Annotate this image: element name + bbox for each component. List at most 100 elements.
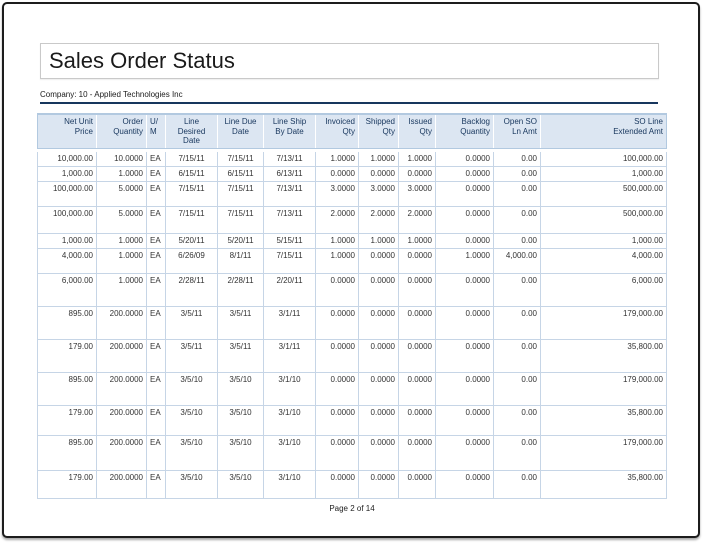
cell-open_so_ln_amt: 0.00 xyxy=(493,273,541,307)
cell-backlog_quantity: 0.0000 xyxy=(435,339,494,373)
cell-invoiced_qty: 0.0000 xyxy=(315,372,359,406)
report-title-box: Sales Order Status xyxy=(40,43,659,79)
cell-net_unit_price: 179.00 xyxy=(37,339,97,373)
page-title: Sales Order Status xyxy=(49,48,235,73)
col-header-issued_qty: Issued Qty xyxy=(398,113,436,149)
cell-invoiced_qty: 1.0000 xyxy=(315,233,359,249)
table-row: 895.00 200.0000 EA 3/5/10 3/5/10 3/1/10 0.0000… xyxy=(37,372,667,406)
page-footer: Page 2 of 14 xyxy=(329,504,375,513)
cell-order_quantity: 200.0000 xyxy=(96,405,147,436)
table-row: 6,000.00 1.0000 EA 2/28/11 2/28/11 2/20/11 0.0… xyxy=(37,273,667,307)
cell-um: EA xyxy=(146,233,166,249)
cell-shipped_qty: 1.0000 xyxy=(358,233,399,249)
table-row: 179.00 200.0000 EA 3/5/10 3/5/10 3/1/10 0.0000… xyxy=(37,470,667,499)
cell-issued_qty: 0.0000 xyxy=(398,273,436,307)
col-header-open_so_ln_amt: Open SO Ln Amt xyxy=(493,113,541,149)
col-header-line_ship_by_date: Line Ship By Date xyxy=(263,113,316,149)
cell-backlog_quantity: 0.0000 xyxy=(435,273,494,307)
cell-issued_qty: 0.0000 xyxy=(398,166,436,182)
company-line: Company: 10 - Applied Technologies Inc xyxy=(40,90,658,104)
cell-line_ship_by_date: 7/15/11 xyxy=(263,248,316,274)
cell-line_due_date: 5/20/11 xyxy=(217,233,264,249)
cell-line_desired_date: 5/20/11 xyxy=(165,233,218,249)
table-row: 10,000.00 10.0000 EA 7/15/11 7/15/11 7/13/11 1… xyxy=(37,151,667,167)
cell-line_desired_date: 6/15/11 xyxy=(165,166,218,182)
cell-issued_qty: 0.0000 xyxy=(398,339,436,373)
cell-open_so_ln_amt: 0.00 xyxy=(493,339,541,373)
col-header-order_quantity: Order Quantity xyxy=(96,113,147,149)
cell-backlog_quantity: 0.0000 xyxy=(435,470,494,499)
cell-net_unit_price: 6,000.00 xyxy=(37,273,97,307)
cell-so_line_extended_amt: 100,000.00 xyxy=(540,151,667,167)
cell-so_line_extended_amt: 1,000.00 xyxy=(540,233,667,249)
cell-net_unit_price: 100,000.00 xyxy=(37,206,97,234)
table-row: 895.00 200.0000 EA 3/5/10 3/5/10 3/1/10 0.0000… xyxy=(37,435,667,471)
col-header-invoiced_qty: Invoiced Qty xyxy=(315,113,359,149)
cell-line_due_date: 3/5/10 xyxy=(217,470,264,499)
cell-um: EA xyxy=(146,206,166,234)
cell-line_due_date: 6/15/11 xyxy=(217,166,264,182)
cell-issued_qty: 3.0000 xyxy=(398,181,436,207)
cell-shipped_qty: 3.0000 xyxy=(358,181,399,207)
cell-invoiced_qty: 3.0000 xyxy=(315,181,359,207)
table-row: 4,000.00 1.0000 EA 6/26/09 8/1/11 7/15/11 1.00… xyxy=(37,248,667,274)
cell-net_unit_price: 179.00 xyxy=(37,405,97,436)
cell-um: EA xyxy=(146,273,166,307)
cell-backlog_quantity: 0.0000 xyxy=(435,306,494,340)
cell-order_quantity: 1.0000 xyxy=(96,233,147,249)
table-row: 179.00 200.0000 EA 3/5/10 3/5/10 3/1/10 0.0000… xyxy=(37,405,667,436)
cell-invoiced_qty: 2.0000 xyxy=(315,206,359,234)
cell-line_desired_date: 7/15/11 xyxy=(165,151,218,167)
cell-line_ship_by_date: 5/15/11 xyxy=(263,233,316,249)
cell-shipped_qty: 0.0000 xyxy=(358,405,399,436)
col-header-um: U/ M xyxy=(146,113,166,149)
cell-so_line_extended_amt: 179,000.00 xyxy=(540,306,667,340)
cell-line_desired_date: 3/5/10 xyxy=(165,470,218,499)
cell-open_so_ln_amt: 0.00 xyxy=(493,405,541,436)
cell-shipped_qty: 0.0000 xyxy=(358,273,399,307)
cell-um: EA xyxy=(146,151,166,167)
cell-invoiced_qty: 1.0000 xyxy=(315,151,359,167)
cell-shipped_qty: 0.0000 xyxy=(358,248,399,274)
cell-issued_qty: 0.0000 xyxy=(398,248,436,274)
cell-so_line_extended_amt: 6,000.00 xyxy=(540,273,667,307)
cell-line_due_date: 7/15/11 xyxy=(217,181,264,207)
cell-invoiced_qty: 1.0000 xyxy=(315,248,359,274)
cell-open_so_ln_amt: 0.00 xyxy=(493,206,541,234)
report-page: Sales Order Status Company: 10 - Applied… xyxy=(2,2,700,538)
cell-issued_qty: 0.0000 xyxy=(398,306,436,340)
cell-backlog_quantity: 0.0000 xyxy=(435,233,494,249)
cell-shipped_qty: 2.0000 xyxy=(358,206,399,234)
table-header: Net Unit Price Order Quantity U/ M Line Des… xyxy=(37,113,667,149)
cell-so_line_extended_amt: 179,000.00 xyxy=(540,435,667,471)
col-header-so_line_extended_amt: SO Line Extended Amt xyxy=(540,113,667,149)
cell-invoiced_qty: 0.0000 xyxy=(315,339,359,373)
cell-invoiced_qty: 0.0000 xyxy=(315,470,359,499)
cell-issued_qty: 1.0000 xyxy=(398,151,436,167)
cell-line_due_date: 3/5/10 xyxy=(217,372,264,406)
table-row: 179.00 200.0000 EA 3/5/11 3/5/11 3/1/11 0.0000… xyxy=(37,339,667,373)
col-header-line_desired_date: Line Desired Date xyxy=(165,113,218,149)
cell-order_quantity: 10.0000 xyxy=(96,151,147,167)
cell-um: EA xyxy=(146,166,166,182)
cell-line_ship_by_date: 7/13/11 xyxy=(263,206,316,234)
cell-open_so_ln_amt: 0.00 xyxy=(493,372,541,406)
cell-order_quantity: 5.0000 xyxy=(96,206,147,234)
company-label: Company: 10 - Applied Technologies Inc xyxy=(40,90,183,99)
cell-shipped_qty: 0.0000 xyxy=(358,339,399,373)
table-row: 100,000.00 5.0000 EA 7/15/11 7/15/11 7/13/11 3… xyxy=(37,181,667,207)
cell-line_ship_by_date: 2/20/11 xyxy=(263,273,316,307)
cell-open_so_ln_amt: 0.00 xyxy=(493,181,541,207)
cell-shipped_qty: 0.0000 xyxy=(358,372,399,406)
cell-so_line_extended_amt: 35,800.00 xyxy=(540,339,667,373)
cell-invoiced_qty: 0.0000 xyxy=(315,166,359,182)
sales-order-table: Net Unit Price Order Quantity U/ M Line Des… xyxy=(37,113,667,499)
cell-order_quantity: 1.0000 xyxy=(96,166,147,182)
cell-open_so_ln_amt: 0.00 xyxy=(493,166,541,182)
cell-issued_qty: 0.0000 xyxy=(398,405,436,436)
cell-backlog_quantity: 0.0000 xyxy=(435,151,494,167)
cell-line_due_date: 2/28/11 xyxy=(217,273,264,307)
col-header-shipped_qty: Shipped Qty xyxy=(358,113,399,149)
cell-line_ship_by_date: 6/13/11 xyxy=(263,166,316,182)
cell-open_so_ln_amt: 0.00 xyxy=(493,306,541,340)
